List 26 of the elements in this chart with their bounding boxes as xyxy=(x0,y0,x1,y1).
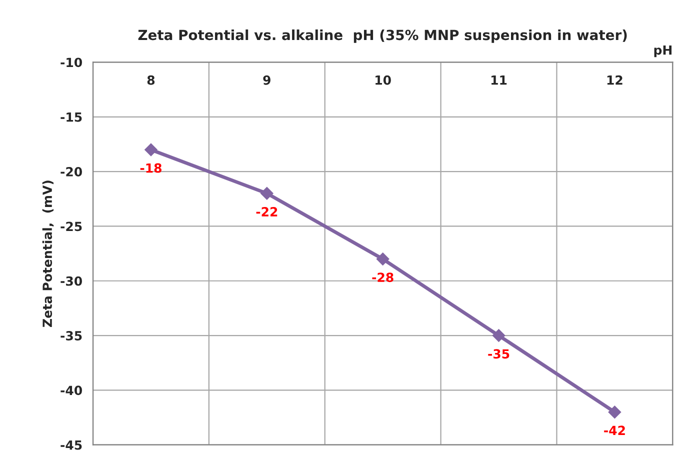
data-label: -28 xyxy=(372,272,394,282)
y-tick-label: -10 xyxy=(60,58,82,68)
x-tick-label: 8 xyxy=(147,75,155,85)
x-tick-label: 10 xyxy=(376,75,391,85)
data-label: -35 xyxy=(488,349,510,359)
x-axis-title: pH xyxy=(654,45,672,58)
y-axis-title: Zeta Potential, (mV) xyxy=(42,180,54,327)
data-label: -42 xyxy=(604,426,625,435)
data-label: -18 xyxy=(140,163,162,173)
chart-title: Zeta Potential vs. alkaline pH (35% MNP suspension in water) xyxy=(138,29,627,43)
y-tick-label: -15 xyxy=(60,112,82,122)
point xyxy=(492,329,506,342)
point xyxy=(608,406,622,418)
y-tick-label: -35 xyxy=(60,331,82,340)
x-tick-label: 11 xyxy=(491,76,507,85)
y-tick-label: -45 xyxy=(60,440,82,450)
y-tick-label: -25 xyxy=(60,222,82,232)
x-tick-label: 9 xyxy=(263,75,270,85)
point xyxy=(260,187,274,200)
y-tick-label: -20 xyxy=(60,167,82,176)
x-tick-label: 12 xyxy=(607,75,622,85)
data-label: -22 xyxy=(256,207,278,216)
y-tick-label: -40 xyxy=(60,386,82,396)
point xyxy=(376,252,390,266)
y-tick-label: -30 xyxy=(60,276,82,286)
point xyxy=(144,143,158,156)
